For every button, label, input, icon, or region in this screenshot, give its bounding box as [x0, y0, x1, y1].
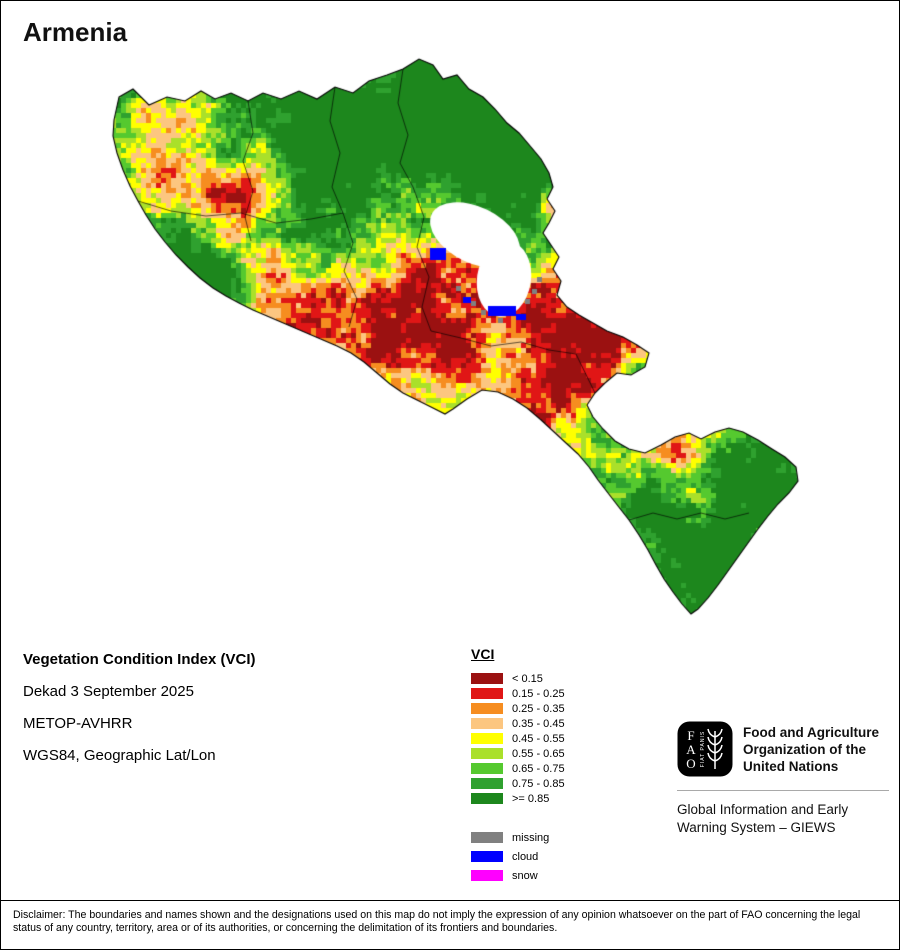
legend-label: 0.25 - 0.35 [512, 702, 565, 715]
legend-row: missing [471, 828, 565, 847]
legend-row: cloud [471, 847, 565, 866]
page-title: Armenia [23, 17, 128, 47]
legend-swatch [471, 733, 503, 744]
sensor-line: METOP-AVHRR [23, 715, 133, 732]
armenia-vci-map-canvas [1, 1, 899, 641]
vci-heading: Vegetation Condition Index (VCI) [23, 651, 256, 668]
fao-org-name: Food and Agriculture Organization of the… [743, 725, 879, 774]
fao-letter-3: O [686, 756, 695, 771]
legend-label: 0.55 - 0.65 [512, 747, 565, 760]
legend-swatch [471, 870, 503, 881]
legend-row: < 0.15 [471, 671, 565, 686]
legend-row: 0.25 - 0.35 [471, 701, 565, 716]
fao-letter-2: A [686, 742, 696, 757]
legend-swatch [471, 763, 503, 774]
map-info-block: Vegetation Condition Index (VCI) Dekad 3… [23, 651, 256, 779]
legend-swatch [471, 778, 503, 789]
fao-letter-1: F [687, 728, 694, 743]
fao-logo-graphic: F A O FIAT PANIS [677, 721, 733, 777]
legend-row: 0.75 - 0.85 [471, 776, 565, 791]
legend-swatch [471, 851, 503, 862]
legend-row: 0.35 - 0.45 [471, 716, 565, 731]
legend-swatch [471, 832, 503, 843]
legend-row: 0.15 - 0.25 [471, 686, 565, 701]
legend-label: snow [512, 869, 538, 882]
legend-row: snow [471, 866, 565, 885]
legend-title: VCI [471, 646, 495, 662]
legend-label: 0.65 - 0.75 [512, 762, 565, 775]
legend-label: >= 0.85 [512, 792, 550, 805]
legend-special-classes: missing cloud snow [471, 828, 565, 885]
dekad-line: Dekad 3 September 2025 [23, 683, 194, 700]
legend-label: 0.75 - 0.85 [512, 777, 565, 790]
legend-label: cloud [512, 850, 539, 863]
projection-line: WGS84, Geographic Lat/Lon [23, 747, 216, 764]
legend-swatch [471, 703, 503, 714]
disclaimer-text: Disclaimer: The boundaries and names sho… [1, 900, 899, 935]
fao-logo: F A O FIAT PANIS [677, 721, 733, 777]
fao-logo-row: F A O FIAT PANIS Food and Agriculture Or… [677, 721, 889, 777]
branding-divider [677, 790, 889, 791]
legend-swatch [471, 793, 503, 804]
legend-row: 0.65 - 0.75 [471, 761, 565, 776]
legend-classes: < 0.15 0.15 - 0.25 0.25 - 0.35 0.35 - 0.45 0… [471, 671, 565, 806]
legend-swatch [471, 688, 503, 699]
legend-label: missing [512, 831, 550, 844]
legend-row: 0.45 - 0.55 [471, 731, 565, 746]
legend-label: 0.35 - 0.45 [512, 717, 565, 730]
giews-name: Global Information and Early Warning Sys… [677, 802, 849, 835]
legend-swatch [471, 673, 503, 684]
wheat-icon [707, 728, 723, 769]
legend-label: 0.15 - 0.25 [512, 687, 565, 700]
legend-label: 0.45 - 0.55 [512, 732, 565, 745]
fao-motto: FIAT PANIS [700, 731, 706, 767]
legend-swatch [471, 718, 503, 729]
legend-row: 0.55 - 0.65 [471, 746, 565, 761]
legend-label: < 0.15 [512, 672, 543, 685]
vci-legend: VCI < 0.15 0.15 - 0.25 0.25 - 0.35 0.35 - 0… [471, 646, 565, 885]
legend-row: >= 0.85 [471, 791, 565, 806]
fao-branding: F A O FIAT PANIS Food and Agriculture Or… [677, 721, 889, 837]
legend-swatch [471, 748, 503, 759]
